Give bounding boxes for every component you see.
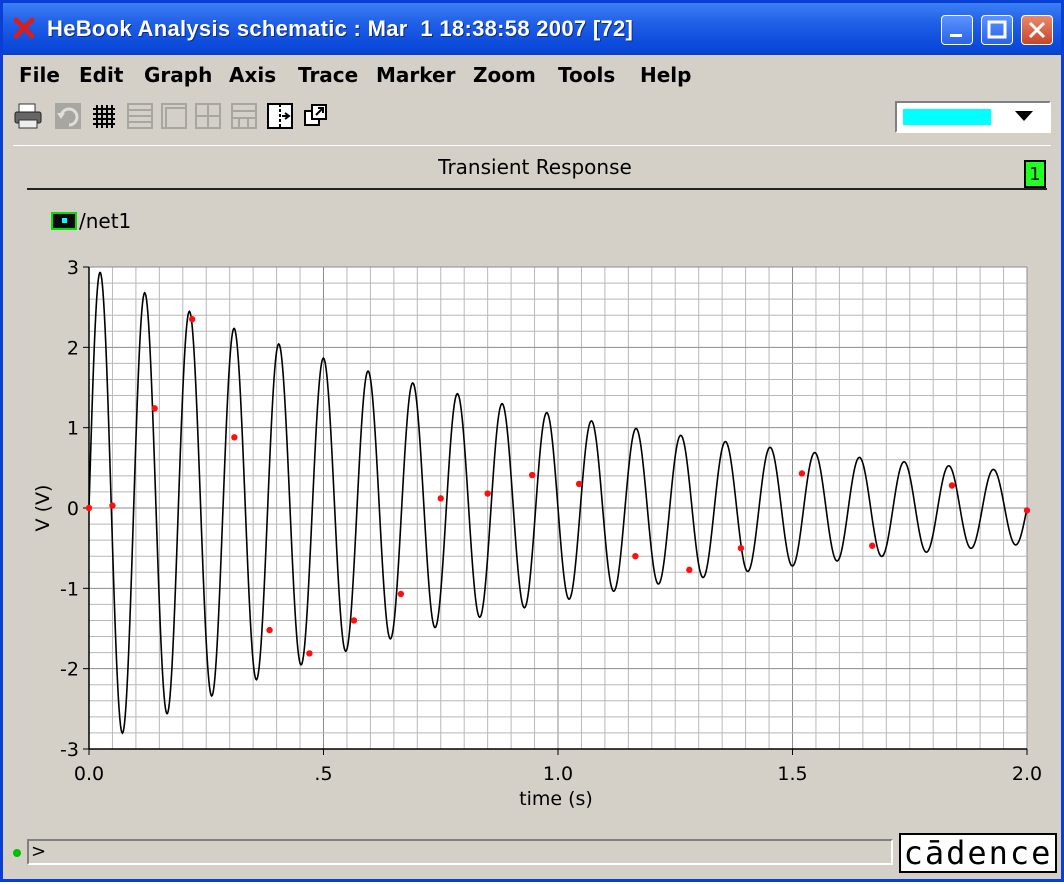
y-tick-label: -3 bbox=[60, 739, 79, 761]
trace-marker-point bbox=[575, 480, 583, 488]
trace-marker-point bbox=[737, 544, 745, 552]
trace-marker-point bbox=[948, 482, 956, 489]
print-icon[interactable] bbox=[13, 101, 43, 131]
command-input[interactable]: > bbox=[27, 839, 893, 865]
menu-marker[interactable]: Marker bbox=[376, 63, 456, 87]
layout2-icon[interactable] bbox=[229, 101, 259, 131]
x-axis-label: time (s) bbox=[519, 788, 593, 810]
split-icon[interactable] bbox=[265, 101, 295, 131]
toolbar bbox=[3, 95, 1061, 141]
y-tick-label: -2 bbox=[60, 659, 79, 681]
menu-zoom[interactable]: Zoom bbox=[473, 63, 536, 87]
minimize-button[interactable] bbox=[941, 15, 973, 45]
trace-marker-point bbox=[306, 650, 313, 657]
window-title: HeBook Analysis schematic : Mar 1 18:38:… bbox=[47, 16, 634, 41]
trace-legend-icon bbox=[51, 212, 77, 230]
plot-title: Transient Response bbox=[438, 155, 632, 179]
legend-item[interactable]: /net1 bbox=[51, 209, 131, 233]
y-tick-label: 2 bbox=[67, 337, 79, 359]
chevron-down-icon bbox=[1015, 111, 1033, 121]
grid-icon[interactable] bbox=[89, 101, 119, 131]
layout-icon[interactable] bbox=[193, 101, 223, 131]
y-tick-label: 0 bbox=[67, 498, 79, 520]
menu-axis[interactable]: Axis bbox=[229, 63, 277, 87]
trace-marker-point bbox=[1023, 507, 1031, 514]
color-swatch bbox=[903, 109, 991, 125]
trace-marker-point bbox=[529, 471, 536, 479]
menu-file[interactable]: File bbox=[19, 63, 60, 87]
title-divider bbox=[27, 188, 1047, 190]
y-axis-label: V (V) bbox=[32, 485, 54, 532]
close-icon bbox=[1028, 21, 1046, 39]
tick-labels: 0.0 .5 1.0 1.5 2.0 3 2 1 0 -1 -2 -3 bbox=[60, 257, 1042, 785]
trace-marker-point bbox=[869, 542, 876, 549]
trace-marker-point bbox=[350, 617, 358, 624]
trace-net1 bbox=[88, 271, 1028, 735]
close-button[interactable] bbox=[1021, 15, 1053, 45]
maximize-button[interactable] bbox=[981, 15, 1013, 45]
trace-marker-point bbox=[484, 490, 491, 497]
menu-trace[interactable]: Trace bbox=[298, 63, 359, 87]
trace-marker-point bbox=[632, 553, 639, 560]
x-tick-label: .5 bbox=[314, 763, 332, 785]
minimize-icon bbox=[950, 34, 962, 37]
y-tick-label: 1 bbox=[67, 418, 79, 440]
cadence-logo: cādence bbox=[899, 833, 1057, 873]
x-tick-label: 0.0 bbox=[74, 763, 104, 785]
trace-color-dropdown[interactable] bbox=[895, 101, 1051, 133]
menu-edit[interactable]: Edit bbox=[79, 63, 124, 87]
status-indicator bbox=[13, 849, 21, 857]
transient-chart[interactable]: 0.0 .5 1.0 1.5 2.0 3 2 1 0 -1 -2 -3 time (s) V (V) bbox=[3, 3, 1064, 885]
subwindow-badge[interactable]: 1 bbox=[1024, 160, 1046, 188]
x-tick-label: 2.0 bbox=[1012, 763, 1042, 785]
undo-icon[interactable] bbox=[53, 101, 83, 131]
menu-graph[interactable]: Graph bbox=[144, 63, 213, 87]
maximize-icon bbox=[987, 20, 1007, 39]
strip-icon[interactable] bbox=[125, 101, 155, 131]
y-tick-label: 3 bbox=[67, 257, 79, 279]
trace-marker-point bbox=[188, 316, 196, 323]
menu-bar: File Edit Graph Axis Trace Marker Zoom T… bbox=[3, 55, 1061, 93]
zoom-fit-icon[interactable] bbox=[301, 101, 331, 131]
trace-marker-point bbox=[437, 495, 444, 502]
trace-marker-point bbox=[151, 405, 158, 412]
trace-marker-point bbox=[686, 566, 693, 574]
menu-help[interactable]: Help bbox=[640, 63, 692, 87]
app-x-icon bbox=[13, 17, 35, 39]
trace-marker-point bbox=[266, 626, 273, 634]
x-tick-label: 1.5 bbox=[777, 763, 807, 785]
legend-label: /net1 bbox=[79, 209, 132, 233]
trace-marker-point bbox=[798, 470, 806, 477]
trace-markers bbox=[85, 316, 1031, 657]
trace-marker-point bbox=[231, 434, 238, 441]
title-bar[interactable]: HeBook Analysis schematic : Mar 1 18:38:… bbox=[3, 3, 1061, 55]
menu-tools[interactable]: Tools bbox=[558, 63, 616, 87]
trace-marker-point bbox=[85, 504, 93, 512]
x-tick-label: 1.0 bbox=[543, 763, 573, 785]
y-tick-label: -1 bbox=[60, 578, 79, 600]
overlay-icon[interactable] bbox=[159, 101, 189, 131]
trace-marker-point bbox=[397, 590, 405, 598]
trace-marker-point bbox=[109, 502, 116, 509]
status-bar: > cādence bbox=[13, 829, 1057, 873]
